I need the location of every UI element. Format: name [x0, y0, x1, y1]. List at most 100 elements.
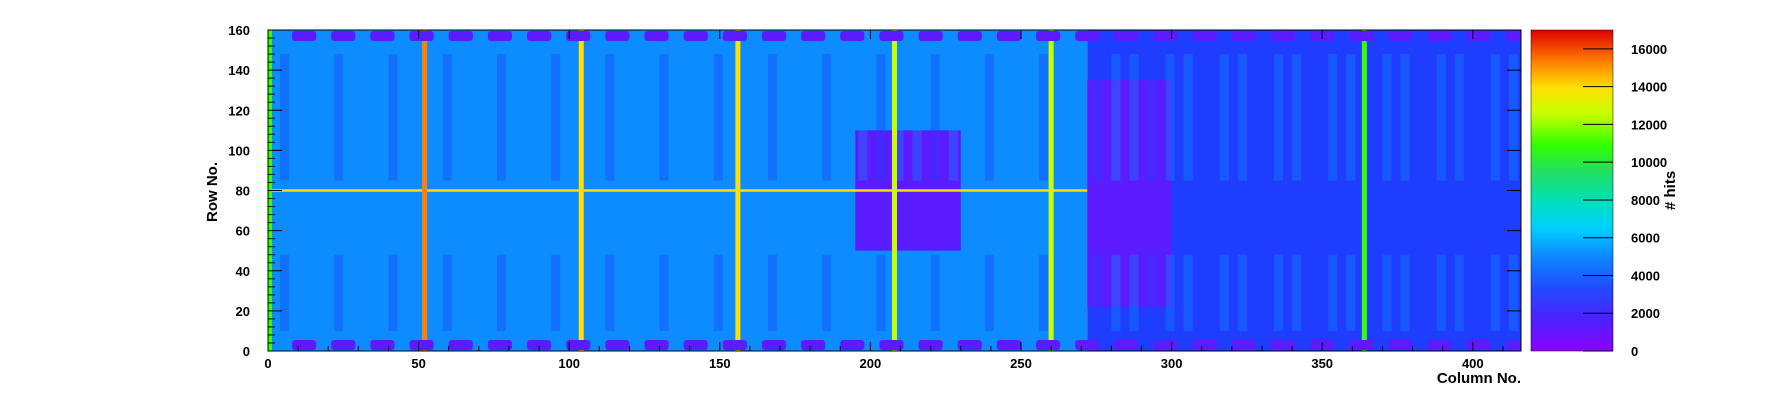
texture-stripe: [912, 54, 922, 181]
texture-stripe: [587, 54, 597, 181]
texture-stripe: [1021, 54, 1031, 181]
texture-stripe: [424, 54, 434, 181]
texture-stripe: [767, 254, 778, 331]
bond-pad-top: [996, 31, 1022, 42]
bond-pad-bottom: [370, 339, 395, 350]
z-tick-label: 2000: [1631, 306, 1660, 321]
texture-stripe: [569, 54, 579, 181]
z-tick-label: 12000: [1631, 117, 1667, 132]
texture-stripe: [478, 54, 488, 181]
bond-pad-top: [370, 31, 395, 42]
texture-stripe: [1400, 54, 1410, 181]
x-axis: 0 50 100 150 200 250 300 350 400: [264, 30, 1504, 371]
hot-row: [268, 189, 1088, 192]
texture-stripe: [1255, 254, 1265, 331]
texture-stripe: [966, 54, 976, 181]
texture-stripe: [713, 254, 723, 331]
texture-stripe: [533, 254, 543, 331]
texture-stripe: [659, 254, 669, 331]
bond-pad-bottom: [1427, 339, 1452, 350]
bond-pad-bottom: [1114, 339, 1139, 350]
bond-pad-top: [527, 31, 552, 42]
texture-stripe: [316, 54, 326, 181]
texture-stripe: [1364, 254, 1374, 331]
bond-pad-bottom: [761, 339, 787, 350]
texture-stripe: [569, 254, 579, 331]
texture-stripe: [1490, 54, 1500, 181]
texture-stripe: [442, 54, 452, 181]
texture-stripe: [948, 54, 958, 181]
texture-stripe: [966, 254, 976, 331]
texture-stripe: [749, 54, 759, 181]
texture-stripe: [1219, 54, 1229, 181]
texture-stripe: [1129, 254, 1139, 331]
hot-column: [892, 30, 897, 351]
texture-stripe: [280, 254, 290, 331]
x-tick-label: 300: [1161, 356, 1183, 371]
texture-stripe: [280, 54, 290, 181]
bond-pad-bottom: [1231, 339, 1256, 350]
texture-stripe: [1472, 254, 1482, 331]
texture-stripe: [514, 254, 525, 331]
z-tick-label: 0: [1631, 344, 1638, 359]
texture-stripe: [551, 54, 561, 181]
texture-stripe: [1237, 254, 1247, 331]
z-tick-label: 8000: [1631, 193, 1660, 208]
texture-stripe: [1111, 54, 1121, 181]
texture-stripe: [984, 54, 994, 181]
texture-stripe: [767, 54, 778, 181]
texture-stripe: [370, 254, 380, 331]
texture-stripe: [1310, 54, 1320, 181]
texture-stripe: [370, 54, 380, 181]
bond-pad-bottom: [527, 339, 552, 350]
texture-stripe: [659, 54, 669, 181]
texture-stripe: [1147, 254, 1157, 331]
bond-pad-top: [1075, 31, 1100, 42]
texture-stripe: [1310, 254, 1320, 331]
x-axis-title: Column No.: [1437, 370, 1521, 387]
texture-stripe: [442, 254, 452, 331]
texture-stripe: [804, 254, 814, 331]
texture-stripe: [840, 254, 850, 331]
texture-stripe: [1075, 54, 1085, 181]
bond-pad-bottom: [1505, 339, 1521, 350]
bond-pad-bottom: [683, 339, 708, 350]
texture-stripe: [406, 54, 416, 181]
texture-stripe: [1093, 254, 1103, 331]
texture-stripe: [1364, 54, 1374, 181]
x-tick-label: 250: [1010, 356, 1032, 371]
texture-stripe: [1346, 54, 1356, 181]
texture-stripe: [1165, 254, 1175, 331]
texture-stripe: [786, 54, 796, 181]
bond-pad-bottom: [801, 339, 826, 350]
texture-stripe: [460, 254, 470, 331]
texture-stripe: [786, 254, 796, 331]
x-tick-label: 400: [1462, 356, 1484, 371]
texture-stripe: [514, 54, 525, 181]
x-tick-label: 150: [709, 356, 731, 371]
texture-stripe: [677, 254, 687, 331]
texture-stripe: [334, 254, 344, 331]
texture-stripe: [1183, 54, 1193, 181]
bond-pad-top: [644, 31, 669, 42]
bond-pad-top: [566, 31, 591, 42]
y-tick-label: 80: [236, 184, 250, 199]
texture-stripe: [804, 54, 814, 181]
texture-stripe: [551, 254, 561, 331]
texture-stripe: [713, 54, 723, 181]
texture-stripe: [822, 54, 832, 181]
texture-stripe: [1219, 254, 1229, 331]
y-axis-title: Row No.: [204, 162, 221, 222]
bond-pad-bottom: [840, 339, 865, 350]
texture-stripe: [316, 254, 326, 331]
texture-stripe: [1201, 54, 1211, 181]
texture-stripe: [1454, 254, 1464, 331]
texture-stripe: [1328, 54, 1338, 181]
texture-stripe: [1002, 254, 1012, 331]
bond-pad-bottom: [1036, 339, 1061, 350]
texture-stripe: [876, 254, 886, 331]
texture-stripe: [1002, 54, 1012, 181]
texture-stripe: [695, 254, 705, 331]
bond-pad-top: [879, 31, 904, 42]
texture-stripe: [605, 54, 615, 181]
